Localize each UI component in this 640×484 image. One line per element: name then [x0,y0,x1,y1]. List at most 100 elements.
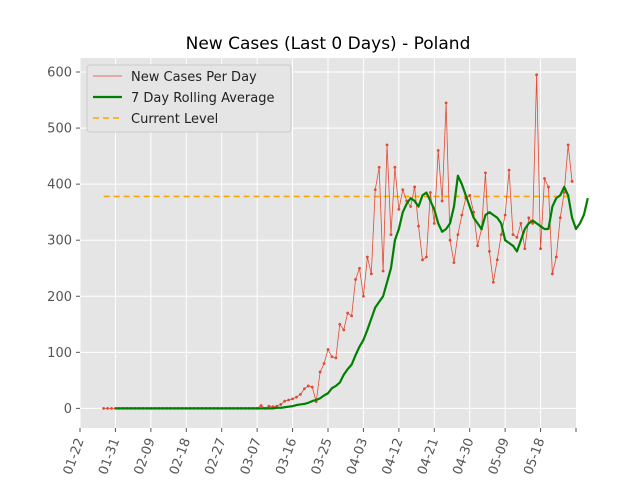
daily-cases-point [440,199,444,203]
x-tick-label: 01-31 [96,436,123,477]
daily-cases-point [334,356,338,360]
daily-cases-point [562,191,566,194]
daily-cases-point [484,171,487,175]
daily-cases-point [310,385,314,389]
y-tick-label: 500 [47,122,72,137]
y-tick-label: 0 [64,402,72,417]
daily-cases-point [267,404,271,408]
daily-cases-point [417,224,420,228]
daily-cases-point [570,179,574,183]
daily-cases-point [318,370,322,374]
daily-cases-point [110,406,113,410]
daily-cases-point [425,255,428,259]
x-tick-label: 05-18 [521,436,548,477]
x-tick-label: 04-21 [415,436,442,477]
daily-cases-point [495,258,499,262]
y-tick-label: 200 [47,290,72,305]
daily-cases-point [291,397,294,401]
y-tick-label: 300 [47,234,72,249]
daily-cases-point [295,395,298,399]
daily-cases-point [523,247,527,251]
daily-cases-point [369,272,373,276]
daily-cases-point [373,188,377,192]
x-tick-label: 03-25 [309,436,336,477]
daily-cases-point [409,205,413,208]
daily-cases-point [377,165,381,169]
daily-cases-point [507,168,511,172]
daily-cases-point [326,348,330,351]
x-tick-label: 02-18 [167,436,194,477]
daily-cases-point [421,258,424,262]
daily-cases-point [393,165,397,169]
x-tick-label: 04-30 [450,436,477,477]
daily-cases-point [302,387,306,391]
y-tick-label: 400 [47,178,72,193]
daily-cases-point [385,143,389,147]
daily-cases-point [342,328,346,332]
daily-cases-point [428,191,432,194]
daily-cases-point [519,221,523,225]
daily-cases-point [306,384,310,388]
daily-cases-point [389,233,393,236]
daily-cases-point [487,250,491,253]
daily-cases-point [346,311,350,315]
daily-cases-point [491,280,495,284]
daily-cases-point [452,261,456,265]
daily-cases-point [397,207,401,211]
daily-cases-point [468,193,472,197]
legend-box [86,64,292,133]
daily-cases-point [350,314,354,318]
daily-cases-point [358,266,361,270]
daily-cases-point [503,213,507,217]
daily-cases-point [456,233,460,236]
daily-cases-point [381,269,385,273]
daily-cases-point [566,143,570,147]
daily-cases-point [550,272,554,276]
y-tick-label: 100 [47,346,72,361]
daily-cases-point [476,244,479,248]
x-tick-label: 04-03 [344,436,371,477]
daily-cases-point [531,221,535,225]
daily-cases-point [448,238,452,242]
daily-cases-point [330,355,334,359]
daily-cases-point [554,255,558,259]
series [102,73,589,410]
chart-title: New Cases (Last 0 Days) - Poland [186,34,471,54]
legend-label: New Cases Per Day [131,70,257,85]
rolling-average-line [115,174,589,410]
daily-cases-point [543,177,546,180]
legend-label: 7 Day Rolling Average [131,91,274,106]
daily-cases-point [322,362,326,365]
x-tick-label: 02-27 [202,436,229,477]
daily-cases-point [106,406,109,410]
daily-cases-point [511,233,515,236]
daily-cases-point [362,294,365,298]
daily-cases-point [338,322,342,326]
x-tick-label: 02-09 [132,436,159,477]
daily-cases-point [535,73,539,77]
y-tick-label: 600 [47,66,72,81]
daily-cases-point [436,149,440,152]
daily-cases-point [287,398,291,402]
daily-cases-point [460,213,464,217]
daily-cases-point [444,101,448,105]
x-tick-label: 03-16 [273,436,300,477]
daily-cases-point [279,403,283,406]
daily-cases-point [299,392,302,396]
daily-cases-point [432,221,436,225]
daily-cases-point [499,233,503,236]
daily-cases-point [365,255,369,259]
daily-cases-point [354,278,357,281]
legend-label: Current Level [131,112,218,127]
daily-cases-point [558,216,562,220]
daily-cases-point [527,216,531,220]
daily-cases-point [259,404,263,407]
daily-cases-point [547,185,550,189]
x-tick-label: 04-12 [380,436,407,477]
x-tick-label: 01-22 [61,436,88,477]
legend: New Cases Per Day 7 Day Rolling Average Cu… [86,64,292,133]
daily-cases-point [102,406,106,410]
x-tick-label: 03-07 [238,436,265,477]
